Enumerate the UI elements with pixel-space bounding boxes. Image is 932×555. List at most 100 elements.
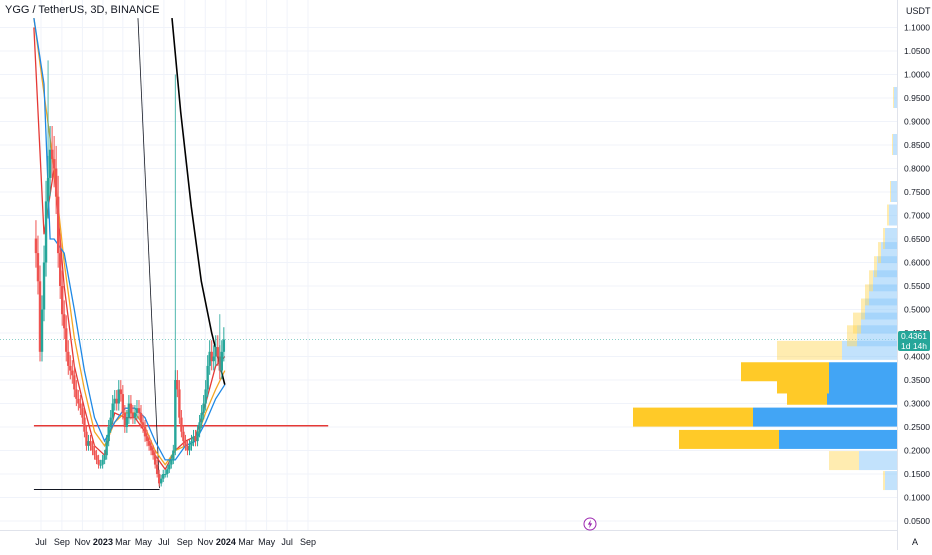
candle-body [166,469,169,474]
candle-body [160,478,163,484]
candle-body [107,427,110,442]
candle-body [188,445,191,451]
time-tick-label: Sep [300,537,316,547]
candle-body [81,408,84,418]
last-price-value: 0.4361 [901,331,927,341]
candle-body [155,464,159,474]
time-tick-label: Jul [158,537,170,547]
volume-profile-layer [633,87,897,491]
candle-body [36,253,40,282]
trend-line-layer [137,18,160,489]
candle-body [170,459,173,465]
candle-body [73,375,76,390]
price-tick-label: 0.6000 [904,258,930,268]
candle-body [97,459,100,465]
candle-body [71,370,74,376]
time-tick-label: 2024 [216,537,236,547]
candle-body [168,464,171,470]
price-tick-label: 0.1500 [904,469,930,479]
candle-body [180,417,183,432]
candle-body [83,417,86,432]
candle-body [58,253,62,286]
lightning-bolt-icon[interactable] [583,517,597,531]
price-axis-ticks: 1.1000 1.0500 1.0000 0.9500 0.9000 0.8500 0.80… [904,23,930,527]
time-tick-label: Jul [35,537,47,547]
candle-body [137,408,141,413]
candle-body [141,422,145,427]
candle-body [204,389,207,404]
volume-profile-bar-up [885,228,897,249]
candle-body [69,365,72,371]
volume-profile-bar-down [847,325,857,347]
symbol-title[interactable]: YGG / TetherUS, 3D, BINANCE [5,4,160,16]
candle-body [131,412,135,418]
candle-body [129,403,133,413]
time-tick-label: Sep [54,537,70,547]
candle-body [67,351,70,366]
candle-body [147,441,151,446]
price-tick-label: 0.3000 [904,399,930,409]
time-tick-label: May [135,537,153,547]
price-tick-label: 0.8000 [904,164,930,174]
candle-body [208,351,211,366]
time-tick-label: 2023 [93,537,113,547]
time-tick-label: Nov [197,537,214,547]
candle-body [91,445,94,451]
price-tick-label: 0.2500 [904,422,930,432]
candle-body [151,450,155,456]
time-axis-ticks: Jul Sep Nov 2023 Mar May Jul Sep Nov 2024 Mar May Ju… [35,537,316,547]
price-tick-label: 0.9000 [904,117,930,127]
candle-body [164,474,167,475]
candle-body [192,436,195,442]
candle-body [184,441,187,446]
volume-profile-bar-down [861,298,865,320]
time-tick-label: Nov [74,537,91,547]
volume-profile-bar-down [890,181,891,202]
candles-layer [34,60,226,487]
volume-profile-bar-down [853,312,861,334]
last-price-tag: 0.4361 1d 14h [898,331,930,351]
price-axis-border [897,0,898,550]
candle-body [48,149,52,178]
candle-body [121,394,125,413]
candle-body [125,417,129,427]
auto-scale-button[interactable]: A [912,537,919,547]
candle-body [46,177,50,202]
long-moving-average-line [171,18,226,385]
candle-body [79,403,82,409]
price-tick-label: 0.2000 [904,446,930,456]
volume-profile-bar-down [892,134,893,155]
candle-body [61,286,64,315]
candle-body [95,455,98,460]
candle-body [93,450,96,456]
candle-body [153,455,157,465]
volume-profile-bar-down [883,228,885,249]
currency-label[interactable]: USDT [906,6,931,16]
candle-body [115,398,118,404]
candle-body [89,441,92,446]
candle-body [139,412,143,423]
time-axis-border [0,530,897,531]
volume-profile-bar-up [779,429,897,449]
volume-profile-bar-down [874,256,877,278]
candle-body [111,403,114,418]
candle-body [42,262,46,310]
candle-body [176,380,179,390]
time-tick-label: May [258,537,276,547]
candle-body [222,339,226,352]
volume-profile-bar-down [829,451,859,471]
candle-body [56,196,60,254]
candle-body [202,403,205,413]
price-tick-label: 0.5000 [904,305,930,315]
candle-body [77,398,80,404]
price-tick-label: 0.3500 [904,375,930,385]
candle-body [212,356,215,362]
price-tick-label: 1.1000 [904,23,930,33]
bar-countdown: 1d 14h [901,341,927,351]
candle-body [162,474,165,479]
price-tick-label: 0.9500 [904,93,930,103]
candle-body [38,281,42,352]
candle-body [178,389,181,418]
